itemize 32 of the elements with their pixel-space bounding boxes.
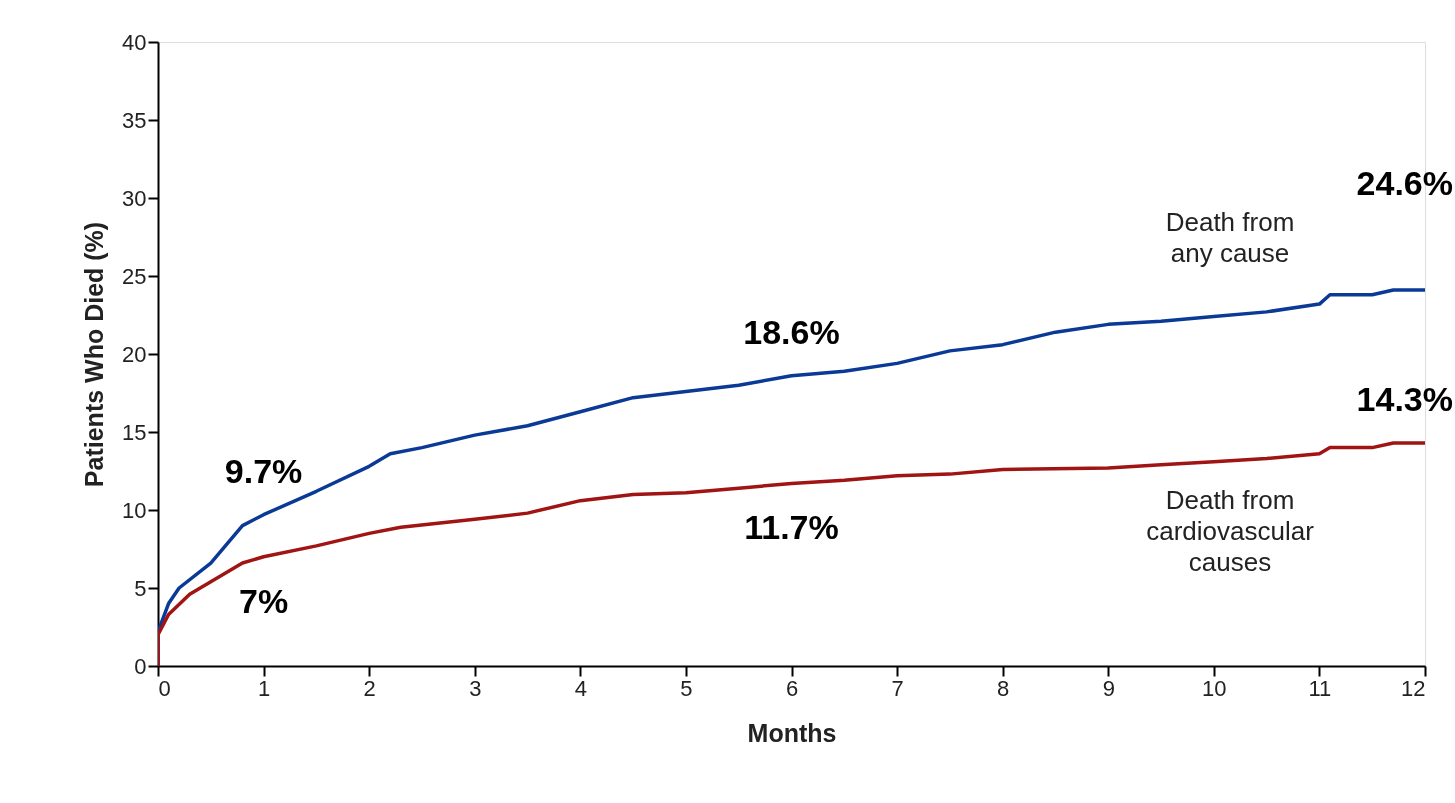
y-tick-label: 10: [122, 497, 147, 523]
x-tick-label: 3: [469, 675, 482, 701]
x-tick-label: 10: [1202, 675, 1227, 701]
annotation: 7%: [239, 581, 289, 620]
annotation: 24.6%: [1356, 164, 1453, 202]
y-tick-label: 20: [122, 341, 147, 367]
x-tick-label: 7: [891, 675, 904, 701]
y-axis-title: Patients Who Died (%): [80, 221, 109, 488]
x-tick-label: 9: [1102, 675, 1115, 701]
series-label: Death from any cause: [1165, 207, 1295, 269]
annotation: 18.6%: [743, 312, 840, 351]
y-tick-label: 5: [134, 575, 147, 601]
x-tick-label: 4: [574, 675, 587, 701]
x-tick-label: 8: [997, 675, 1010, 701]
x-axis-title: Months: [747, 718, 837, 747]
y-tick-label: 35: [122, 107, 147, 133]
x-tick-label: 2: [363, 675, 376, 701]
x-tick-label: 12: [1401, 675, 1426, 701]
x-tick-label: 6: [785, 675, 799, 701]
y-tick-label: 25: [122, 263, 147, 289]
x-tick-label: 11: [1308, 675, 1332, 701]
annotation: 9.7%: [224, 451, 303, 490]
y-tick-label: 30: [122, 185, 147, 211]
y-tick-label: 0: [134, 653, 147, 679]
annotation: 14.3%: [1356, 379, 1453, 418]
x-tick-label: 0: [158, 675, 171, 701]
annotation: 11.7%: [744, 508, 839, 547]
x-tick-label: 5: [680, 675, 693, 701]
series-label: Death from cardiovascular causes: [1146, 484, 1315, 577]
y-tick-label: 40: [122, 29, 147, 55]
x-tick-label: 1: [257, 675, 271, 701]
y-tick-label: 15: [122, 419, 147, 445]
